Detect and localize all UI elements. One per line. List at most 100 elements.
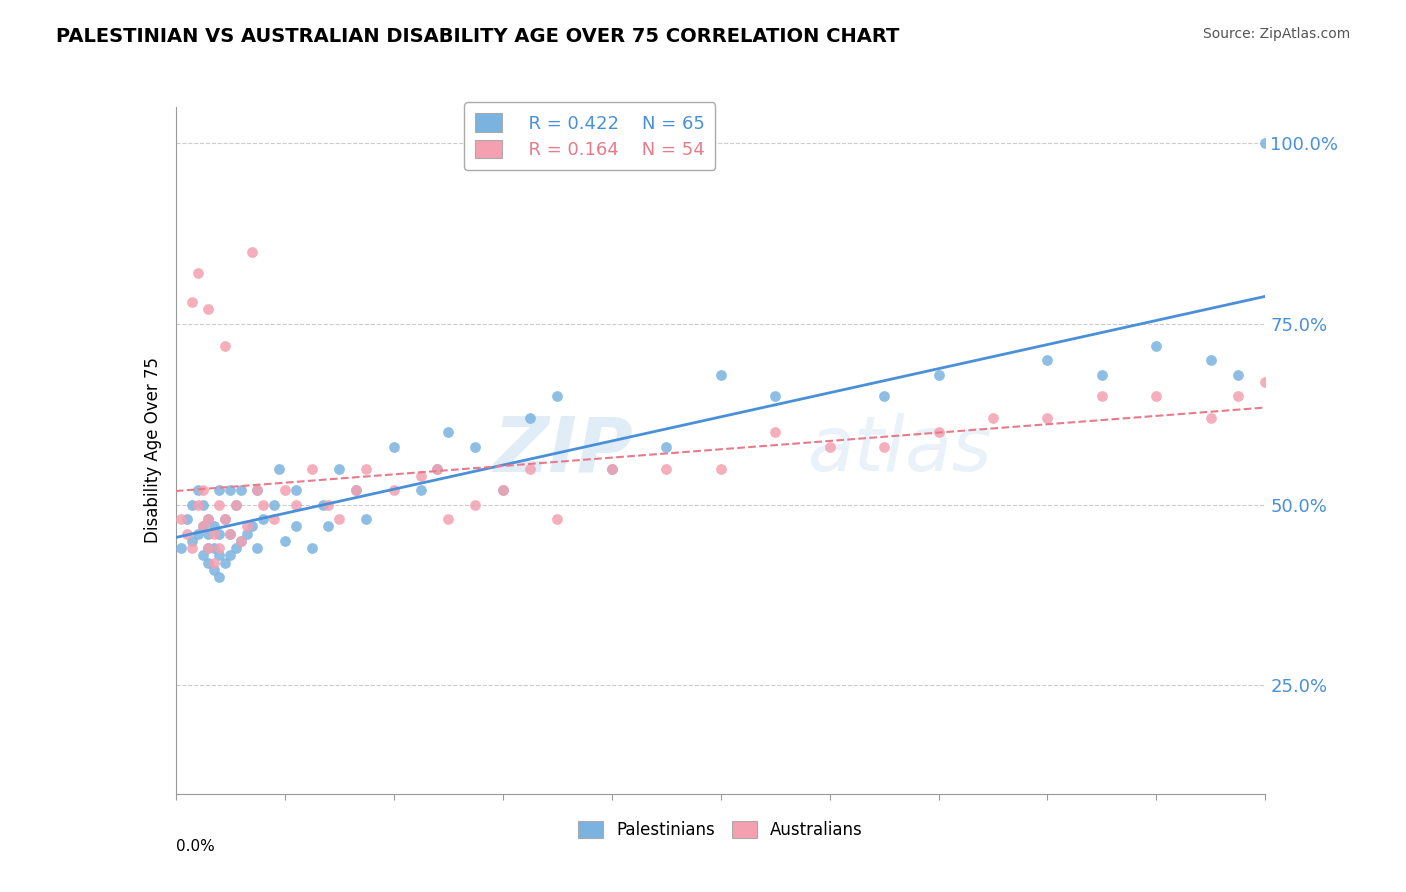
- Point: [318, 498, 340, 512]
- Point: [197, 526, 219, 541]
- Point: [1199, 353, 1222, 368]
- Point: [263, 498, 285, 512]
- Point: [191, 483, 214, 498]
- Point: [176, 512, 198, 526]
- Point: [231, 533, 253, 548]
- Point: [301, 461, 323, 475]
- Point: [225, 498, 247, 512]
- Point: [191, 549, 214, 563]
- Point: [197, 512, 219, 526]
- Point: [181, 541, 204, 555]
- Point: [301, 541, 323, 555]
- Point: [170, 512, 193, 526]
- Legend: Palestinians, Australians: Palestinians, Australians: [569, 813, 872, 847]
- Point: [356, 512, 378, 526]
- Point: [191, 519, 214, 533]
- Y-axis label: Disability Age Over 75: Disability Age Over 75: [143, 358, 162, 543]
- Point: [202, 526, 225, 541]
- Point: [1227, 368, 1250, 382]
- Point: [274, 483, 297, 498]
- Point: [492, 483, 515, 498]
- Point: [382, 440, 405, 454]
- Point: [263, 512, 285, 526]
- Point: [763, 389, 786, 403]
- Point: [356, 461, 378, 475]
- Point: [655, 461, 678, 475]
- Point: [197, 541, 219, 555]
- Point: [928, 368, 950, 382]
- Point: [202, 556, 225, 570]
- Point: [246, 483, 269, 498]
- Point: [219, 549, 242, 563]
- Point: [464, 440, 486, 454]
- Point: [197, 512, 219, 526]
- Point: [873, 389, 896, 403]
- Point: [928, 425, 950, 440]
- Point: [208, 483, 231, 498]
- Point: [269, 461, 291, 475]
- Point: [312, 498, 335, 512]
- Point: [600, 461, 623, 475]
- Point: [197, 556, 219, 570]
- Point: [426, 461, 449, 475]
- Point: [546, 512, 568, 526]
- Point: [219, 483, 242, 498]
- Text: PALESTINIAN VS AUSTRALIAN DISABILITY AGE OVER 75 CORRELATION CHART: PALESTINIAN VS AUSTRALIAN DISABILITY AGE…: [56, 27, 900, 45]
- Point: [219, 526, 242, 541]
- Point: [426, 461, 449, 475]
- Point: [763, 425, 786, 440]
- Point: [1036, 411, 1059, 425]
- Point: [873, 440, 896, 454]
- Point: [382, 483, 405, 498]
- Point: [284, 498, 307, 512]
- Point: [1091, 389, 1114, 403]
- Point: [219, 526, 242, 541]
- Point: [1254, 375, 1277, 389]
- Point: [600, 461, 623, 475]
- Point: [214, 338, 236, 352]
- Point: [437, 512, 460, 526]
- Point: [186, 498, 209, 512]
- Point: [235, 526, 257, 541]
- Text: ZIP: ZIP: [494, 414, 633, 487]
- Point: [981, 411, 1004, 425]
- Point: [208, 526, 231, 541]
- Point: [710, 461, 733, 475]
- Point: [208, 570, 231, 584]
- Point: [546, 389, 568, 403]
- Point: [231, 533, 253, 548]
- Point: [240, 519, 263, 533]
- Point: [191, 519, 214, 533]
- Point: [1036, 353, 1059, 368]
- Point: [1254, 136, 1277, 151]
- Point: [274, 533, 297, 548]
- Point: [231, 483, 253, 498]
- Point: [208, 549, 231, 563]
- Point: [176, 526, 198, 541]
- Point: [284, 483, 307, 498]
- Point: [208, 498, 231, 512]
- Point: [186, 526, 209, 541]
- Point: [225, 498, 247, 512]
- Point: [208, 541, 231, 555]
- Point: [318, 519, 340, 533]
- Point: [1144, 389, 1167, 403]
- Point: [492, 483, 515, 498]
- Point: [655, 440, 678, 454]
- Point: [214, 512, 236, 526]
- Point: [197, 541, 219, 555]
- Point: [246, 483, 269, 498]
- Point: [344, 483, 367, 498]
- Point: [246, 541, 269, 555]
- Point: [437, 425, 460, 440]
- Point: [181, 498, 204, 512]
- Point: [1091, 368, 1114, 382]
- Text: atlas: atlas: [807, 414, 993, 487]
- Point: [181, 295, 204, 310]
- Point: [214, 556, 236, 570]
- Point: [214, 512, 236, 526]
- Point: [328, 512, 350, 526]
- Point: [191, 498, 214, 512]
- Point: [202, 519, 225, 533]
- Point: [186, 483, 209, 498]
